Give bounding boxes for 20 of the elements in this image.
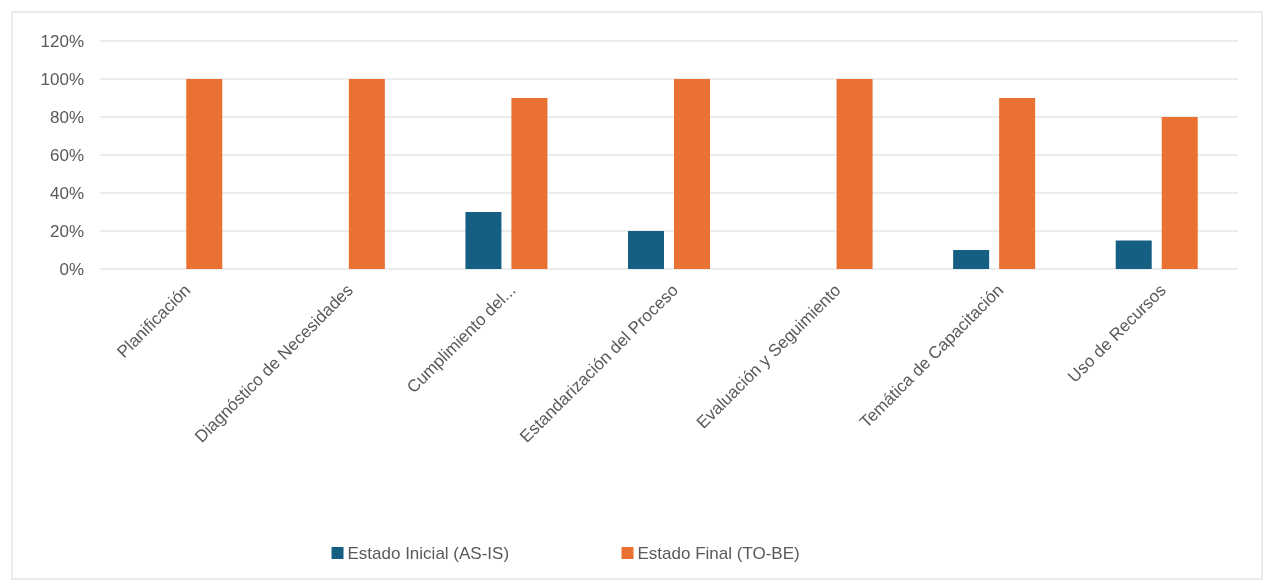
y-tick-label: 0% — [59, 259, 84, 279]
legend-label: Estado Final (TO-BE) — [637, 543, 800, 563]
y-tick-label: 120% — [40, 31, 84, 51]
y-tick-label: 40% — [49, 183, 84, 203]
bar — [1115, 240, 1152, 269]
bar — [186, 79, 223, 269]
bar — [348, 79, 385, 269]
bar — [836, 79, 873, 269]
y-tick-label: 20% — [49, 221, 84, 241]
y-tick-label: 100% — [40, 69, 84, 89]
bar — [465, 212, 502, 269]
y-tick-label: 80% — [49, 107, 84, 127]
y-tick-label: 60% — [49, 145, 84, 165]
bar — [628, 231, 664, 269]
bar — [511, 98, 548, 269]
legend-label: Estado Inicial (AS-IS) — [347, 543, 510, 563]
bar — [953, 250, 990, 269]
bar — [1161, 117, 1198, 269]
bar — [999, 98, 1036, 269]
bar — [674, 79, 710, 269]
